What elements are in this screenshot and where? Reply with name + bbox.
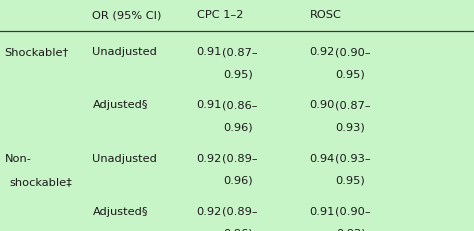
Text: (0.86–: (0.86– bbox=[222, 100, 257, 110]
Text: (0.89–: (0.89– bbox=[222, 207, 257, 217]
Text: Shockable†: Shockable† bbox=[5, 47, 69, 57]
Text: 0.92: 0.92 bbox=[197, 154, 222, 164]
Text: OR (95% CI): OR (95% CI) bbox=[92, 10, 162, 20]
Text: 0.95): 0.95) bbox=[336, 176, 365, 185]
Text: (0.87–: (0.87– bbox=[222, 47, 257, 57]
Text: 0.92): 0.92) bbox=[336, 229, 365, 231]
Text: (0.89–: (0.89– bbox=[222, 154, 257, 164]
Text: (0.90–: (0.90– bbox=[335, 47, 370, 57]
Text: shockable‡: shockable‡ bbox=[9, 177, 73, 188]
Text: (0.90–: (0.90– bbox=[335, 207, 370, 217]
Text: 0.91: 0.91 bbox=[197, 100, 222, 110]
Text: 0.92: 0.92 bbox=[310, 47, 335, 57]
Text: Unadjusted: Unadjusted bbox=[92, 154, 157, 164]
Text: CPC 1–2: CPC 1–2 bbox=[197, 10, 243, 20]
Text: Unadjusted: Unadjusted bbox=[92, 47, 157, 57]
Text: 0.93): 0.93) bbox=[336, 122, 365, 132]
Text: 0.95): 0.95) bbox=[223, 69, 253, 79]
Text: 0.96): 0.96) bbox=[223, 176, 253, 185]
Text: Adjusted§: Adjusted§ bbox=[92, 100, 148, 110]
Text: 0.92: 0.92 bbox=[197, 207, 222, 217]
Text: (0.93–: (0.93– bbox=[335, 154, 370, 164]
Text: 0.94: 0.94 bbox=[310, 154, 335, 164]
Text: 0.96): 0.96) bbox=[223, 229, 253, 231]
Text: 0.91: 0.91 bbox=[310, 207, 335, 217]
Text: Adjusted§: Adjusted§ bbox=[92, 207, 148, 217]
Text: 0.96): 0.96) bbox=[223, 122, 253, 132]
Text: Non-: Non- bbox=[5, 154, 32, 164]
Text: 0.95): 0.95) bbox=[336, 69, 365, 79]
Text: ROSC: ROSC bbox=[310, 10, 341, 20]
Text: 0.91: 0.91 bbox=[197, 47, 222, 57]
Text: (0.87–: (0.87– bbox=[335, 100, 370, 110]
Text: 0.90: 0.90 bbox=[310, 100, 335, 110]
